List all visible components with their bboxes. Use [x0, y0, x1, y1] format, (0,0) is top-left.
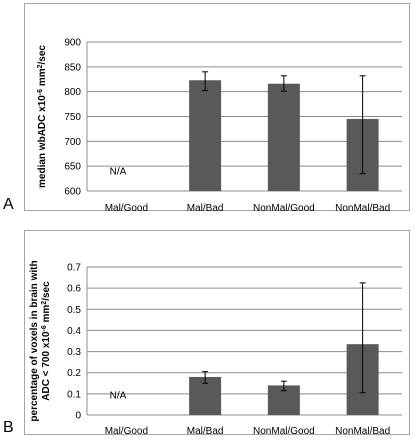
x-tick-label: NonMal/Good: [253, 426, 315, 437]
y-tick-label: 750: [64, 112, 81, 123]
y-axis-label-part: 2: [37, 64, 44, 68]
panel-letter-a: A: [3, 196, 14, 213]
y-axis-label-part: mm: [41, 305, 52, 326]
bar: [267, 83, 300, 191]
y-axis-label-part: median wbADC x10: [37, 95, 48, 188]
bar: [189, 80, 222, 191]
y-tick-label: 800: [64, 87, 81, 98]
y-tick-label: 600: [64, 187, 81, 198]
y-tick-label: 0: [75, 411, 81, 422]
x-tick-label: Mal/Bad: [187, 203, 224, 214]
y-tick-label: 0.6: [67, 284, 81, 295]
x-tick-label: Mal/Good: [105, 203, 148, 214]
y-tick-label: 0.2: [67, 368, 81, 379]
y-tick-label: 700: [64, 137, 81, 148]
x-tick-label: Mal/Bad: [187, 426, 224, 437]
y-tick-label: 650: [64, 162, 81, 173]
y-axis-label: ADC < 700 x10-6 mm2/sec: [41, 281, 53, 401]
y-tick-label: 0.1: [67, 389, 81, 400]
y-tick-label: 0.5: [67, 305, 81, 316]
y-axis-label-part: -6: [41, 325, 48, 331]
y-axis-label-part: -6: [37, 89, 44, 95]
y-axis-label-part: mm: [37, 68, 48, 89]
y-axis-label-part: ADC < 700 x10: [41, 331, 52, 401]
y-tick-label: 0.7: [67, 263, 81, 274]
x-tick-label: NonMal/Bad: [335, 426, 390, 437]
y-tick-label: 900: [64, 38, 81, 49]
x-tick-label: NonMal/Good: [253, 203, 315, 214]
y-tick-label: 0.3: [67, 347, 81, 358]
y-tick-label: 850: [64, 62, 81, 73]
na-annotation: N/A: [110, 391, 127, 402]
x-tick-label: Mal/Good: [105, 426, 148, 437]
panel-letter-b: B: [3, 419, 14, 436]
y-axis-label-part: 2: [41, 301, 48, 305]
y-tick-label: 0.4: [67, 326, 81, 337]
x-tick-label: NonMal/Bad: [335, 203, 390, 214]
y-axis-label-line1: percentage of voxels in brain with: [29, 260, 40, 421]
y-axis-label-part: /sec: [37, 45, 48, 65]
y-axis-label: median wbADC x10-6 mm2/sec: [37, 45, 49, 188]
na-annotation: N/A: [110, 167, 127, 178]
y-axis-label-part: /sec: [41, 281, 52, 301]
